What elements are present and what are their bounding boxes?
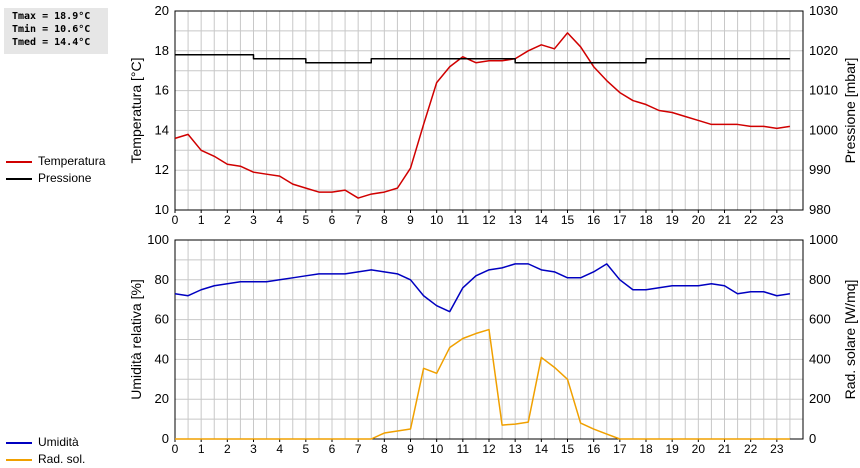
y-tick-label: 100 <box>147 232 169 247</box>
legend-swatch-humidity <box>6 441 32 444</box>
x-tick-label: 19 <box>665 442 679 456</box>
chart-0: 0 1 2 3 4 5 6 7 8 9 10 11 12 13 14 15 16 17 18 19 20 21 22 2310… <box>128 3 858 227</box>
x-tick-label: 8 <box>381 213 388 227</box>
series-line-umidit- <box>174 263 791 313</box>
y-tick-label: 80 <box>155 272 169 287</box>
legend-item-humidity: Umidità <box>6 434 85 451</box>
x-tick-label: 10 <box>430 442 444 456</box>
y2-tick-label: 990 <box>809 162 831 177</box>
y2-axis-label: Rad. solare [W/mq] <box>842 280 858 400</box>
x-tick-label: 22 <box>744 442 758 456</box>
x-tick-label: 22 <box>744 213 758 227</box>
y-tick-label: 40 <box>155 351 169 366</box>
x-tick-label: 11 <box>457 442 470 456</box>
y2-tick-label: 1010 <box>809 83 838 98</box>
x-tick-label: 21 <box>718 442 732 456</box>
y2-axis-label: Pressione [mbar] <box>842 58 858 164</box>
x-tick-label: 23 <box>770 442 784 456</box>
x-tick-label: 12 <box>482 213 496 227</box>
tmax-text: Tmax = 18.9°C <box>12 11 91 22</box>
x-tick-label: 23 <box>770 213 784 227</box>
y2-tick-label: 200 <box>809 391 831 406</box>
y2-tick-label: 1000 <box>809 122 838 137</box>
x-tick-label: 20 <box>692 442 706 456</box>
tmed-text: Tmed = 14.4°C <box>12 37 91 48</box>
y2-tick-label: 600 <box>809 312 831 327</box>
x-tick-label: 17 <box>613 213 627 227</box>
x-tick-label: 13 <box>508 213 522 227</box>
y-tick-label: 60 <box>155 312 169 327</box>
x-tick-label: 13 <box>508 442 522 456</box>
x-tick-label: 1 <box>198 213 205 227</box>
y2-tick-label: 1000 <box>809 232 838 247</box>
x-tick-label: 9 <box>407 442 414 456</box>
x-tick-label: 7 <box>355 442 362 456</box>
x-tick-label: 6 <box>329 442 336 456</box>
x-tick-label: 12 <box>482 442 496 456</box>
x-tick-label: 19 <box>665 213 679 227</box>
y-tick-label: 20 <box>155 3 169 18</box>
x-tick-label: 20 <box>692 213 706 227</box>
legend-swatch-temperature <box>6 160 32 163</box>
stats-box: Tmax = 18.9°C Tmin = 10.6°C Tmed = 14.4°… <box>4 8 108 54</box>
legend-label-humidity: Umidità <box>38 435 79 449</box>
chart-1: 0 1 2 3 4 5 6 7 8 9 10 11 12 13 14 15 16 17 18 19 20 21 22 2302… <box>128 232 858 456</box>
x-tick-label: 4 <box>276 442 283 456</box>
y-tick-label: 20 <box>155 391 169 406</box>
tmin-text: Tmin = 10.6°C <box>12 24 91 35</box>
x-tick-label: 18 <box>639 442 653 456</box>
x-tick-label: 15 <box>561 442 575 456</box>
series-line-temperatura <box>174 32 791 199</box>
y-axis-label: Umidità relativa [%] <box>128 279 144 400</box>
x-tick-label: 8 <box>381 442 388 456</box>
y-tick-label: 0 <box>162 431 169 446</box>
y2-tick-label: 0 <box>809 431 816 446</box>
x-tick-label: 14 <box>535 213 549 227</box>
x-tick-label: 2 <box>224 442 231 456</box>
x-tick-label: 3 <box>250 442 257 456</box>
y-axis-label: Temperatura [°C] <box>128 58 144 164</box>
x-tick-label: 3 <box>250 213 257 227</box>
legend-item-pressure: Pressione <box>6 170 105 187</box>
series-line-rad-sol- <box>175 328 790 440</box>
x-tick-label: 1 <box>198 442 205 456</box>
x-tick-label: 2 <box>224 213 231 227</box>
y-tick-label: 10 <box>155 202 169 217</box>
x-tick-label: 17 <box>613 442 627 456</box>
y-tick-label: 12 <box>155 162 169 177</box>
x-tick-label: 11 <box>457 213 470 227</box>
y2-tick-label: 980 <box>809 202 831 217</box>
x-tick-label: 5 <box>302 213 309 227</box>
legend-top: Temperatura Pressione <box>6 153 105 187</box>
legend-label-pressure: Pressione <box>38 171 92 185</box>
y-tick-label: 14 <box>155 122 169 137</box>
y2-tick-label: 400 <box>809 351 831 366</box>
x-tick-label: 16 <box>587 442 601 456</box>
y-tick-label: 16 <box>155 83 169 98</box>
legend-label-temperature: Temperatura <box>38 154 106 168</box>
x-tick-label: 5 <box>302 442 309 456</box>
x-tick-label: 7 <box>355 213 362 227</box>
y2-tick-label: 1030 <box>809 3 838 18</box>
x-tick-label: 0 <box>172 213 179 227</box>
y2-tick-label: 1020 <box>809 43 838 58</box>
x-tick-label: 18 <box>639 213 653 227</box>
x-tick-label: 14 <box>535 442 549 456</box>
legend-swatch-pressure <box>6 177 32 180</box>
x-tick-label: 15 <box>561 213 575 227</box>
series-line-pressione <box>175 54 790 64</box>
x-tick-label: 6 <box>329 213 336 227</box>
x-tick-label: 16 <box>587 213 601 227</box>
y2-tick-label: 800 <box>809 272 831 287</box>
x-tick-label: 10 <box>430 213 444 227</box>
y-tick-label: 18 <box>155 43 169 58</box>
x-tick-label: 0 <box>172 442 179 456</box>
x-tick-label: 21 <box>718 213 732 227</box>
legend-item-temperature: Temperatura <box>6 153 105 170</box>
x-tick-label: 4 <box>276 213 283 227</box>
x-tick-label: 9 <box>407 213 414 227</box>
